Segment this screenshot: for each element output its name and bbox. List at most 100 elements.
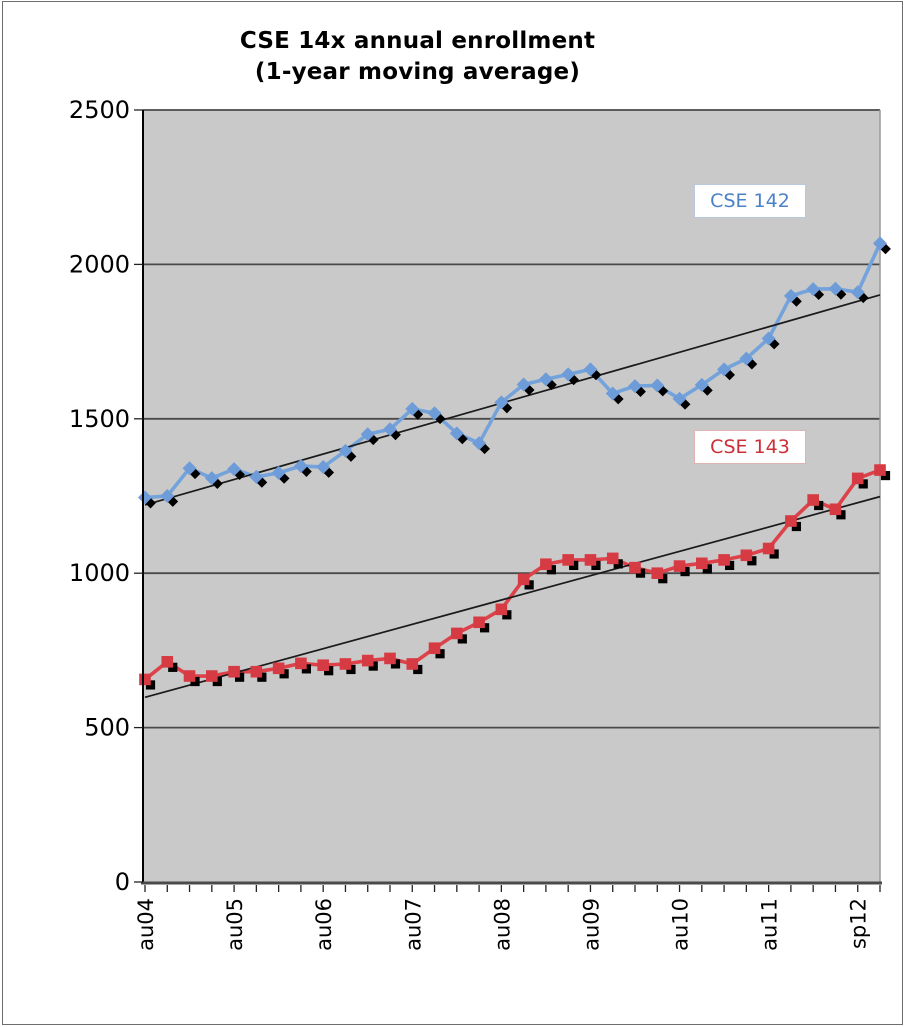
marker-cse143 xyxy=(250,665,263,678)
y-axis-tick-label: 0 xyxy=(115,868,130,896)
marker-cse143 xyxy=(161,656,174,668)
x-axis-tick-label: au07 xyxy=(401,898,425,951)
marker-cse143 xyxy=(428,642,441,655)
marker-cse143 xyxy=(540,558,552,571)
y-axis-tick-label: 1000 xyxy=(69,559,130,587)
legend-label-cse142: CSE 142 xyxy=(694,184,806,218)
marker-cse142 xyxy=(873,236,887,251)
marker-cse142 xyxy=(516,377,531,392)
y-axis-tick-label: 500 xyxy=(84,714,130,742)
marker-cse143 xyxy=(228,665,240,678)
legend-label-cse143-text: CSE 143 xyxy=(710,436,790,458)
marker-cse143 xyxy=(584,554,597,566)
marker-cse143 xyxy=(874,464,886,476)
marker-shadow-cse142 xyxy=(390,429,401,441)
marker-cse143 xyxy=(829,503,842,516)
marker-cse143 xyxy=(361,654,374,667)
marker-shadow-cse142 xyxy=(501,402,513,414)
marker-cse143 xyxy=(807,494,819,506)
marker-cse142 xyxy=(694,377,709,392)
marker-cse142 xyxy=(449,426,464,441)
trendline-cse142 xyxy=(144,294,881,506)
marker-cse143 xyxy=(183,670,196,682)
marker-cse142 xyxy=(628,379,642,394)
marker-cse143 xyxy=(606,552,619,565)
marker-shadow-cse142 xyxy=(167,496,179,507)
marker-cse143 xyxy=(673,560,686,572)
marker-cse143 xyxy=(339,658,352,670)
marker-shadow-cse142 xyxy=(813,289,825,301)
marker-cse142 xyxy=(293,459,308,474)
marker-cse142 xyxy=(650,378,665,393)
chart-title-line2: (1-year moving average) xyxy=(254,59,581,85)
marker-shadow-cse142 xyxy=(145,497,156,509)
marker-cse142 xyxy=(316,459,331,474)
marker-cse143 xyxy=(317,659,329,672)
marker-cse142 xyxy=(405,401,420,416)
marker-cse143 xyxy=(406,658,419,670)
marker-cse142 xyxy=(160,489,175,503)
marker-cse143 xyxy=(651,567,664,579)
series-line-cse142 xyxy=(143,241,882,500)
marker-cse143 xyxy=(785,515,797,527)
plot-area xyxy=(143,110,880,882)
marker-cse142 xyxy=(472,436,487,451)
marker-shadow-cse142 xyxy=(612,393,624,405)
marker-cse143 xyxy=(272,662,285,675)
marker-cse142 xyxy=(717,362,732,377)
marker-cse143 xyxy=(517,573,530,586)
y-axis-tick-label: 2000 xyxy=(69,250,130,278)
marker-cse142 xyxy=(494,395,509,410)
marker-cse142 xyxy=(227,462,242,477)
x-axis-tick-label: au10 xyxy=(669,898,693,951)
marker-cse142 xyxy=(561,367,576,382)
marker-cse143 xyxy=(562,554,574,566)
marker-cse143 xyxy=(851,472,864,485)
legend-label-cse143: CSE 143 xyxy=(694,430,806,464)
x-axis-tick-label: au11 xyxy=(758,898,782,951)
marker-cse142 xyxy=(182,461,197,476)
marker-cse142 xyxy=(605,386,620,401)
marker-cse142 xyxy=(383,422,397,437)
marker-cse142 xyxy=(672,391,687,406)
x-axis-tick-label: au05 xyxy=(223,898,247,951)
marker-shadow-cse142 xyxy=(456,433,468,445)
chart-title: CSE 14x annual enrollment (1-year moving… xyxy=(0,26,835,88)
marker-cse142 xyxy=(138,490,152,505)
marker-cse142 xyxy=(427,406,442,421)
marker-cse143 xyxy=(762,542,775,555)
marker-shadow-cse142 xyxy=(211,478,223,489)
chart-title-line1: CSE 14x annual enrollment xyxy=(239,28,596,54)
marker-cse143 xyxy=(295,657,307,670)
marker-cse143 xyxy=(451,627,463,640)
x-axis-tick-label: sp12 xyxy=(847,898,871,949)
marker-cse142 xyxy=(360,427,375,442)
marker-cse142 xyxy=(338,443,353,458)
marker-cse142 xyxy=(850,285,865,300)
marker-cse142 xyxy=(739,351,754,366)
marker-cse143 xyxy=(740,549,753,562)
marker-cse143 xyxy=(495,603,508,616)
marker-cse143 xyxy=(629,561,641,574)
marker-cse142 xyxy=(828,281,843,296)
marker-cse142 xyxy=(761,331,776,346)
x-axis-tick-label: au06 xyxy=(312,898,336,951)
marker-cse142 xyxy=(249,469,264,484)
legend-label-cse142-text: CSE 142 xyxy=(710,190,790,212)
x-axis-tick-label: au08 xyxy=(490,898,514,951)
marker-shadow-cse142 xyxy=(635,386,646,397)
marker-cse142 xyxy=(583,362,598,377)
marker-cse142 xyxy=(806,282,821,297)
marker-cse142 xyxy=(271,465,286,480)
marker-cse142 xyxy=(204,471,219,486)
x-axis-tick-label: au04 xyxy=(134,898,158,951)
marker-cse143 xyxy=(473,616,485,629)
series-line-cse143 xyxy=(143,468,882,682)
marker-shadow-cse142 xyxy=(189,468,201,480)
marker-cse143 xyxy=(206,670,218,682)
marker-cse142 xyxy=(538,372,553,387)
marker-cse143 xyxy=(696,557,708,570)
marker-cse142 xyxy=(783,288,798,303)
